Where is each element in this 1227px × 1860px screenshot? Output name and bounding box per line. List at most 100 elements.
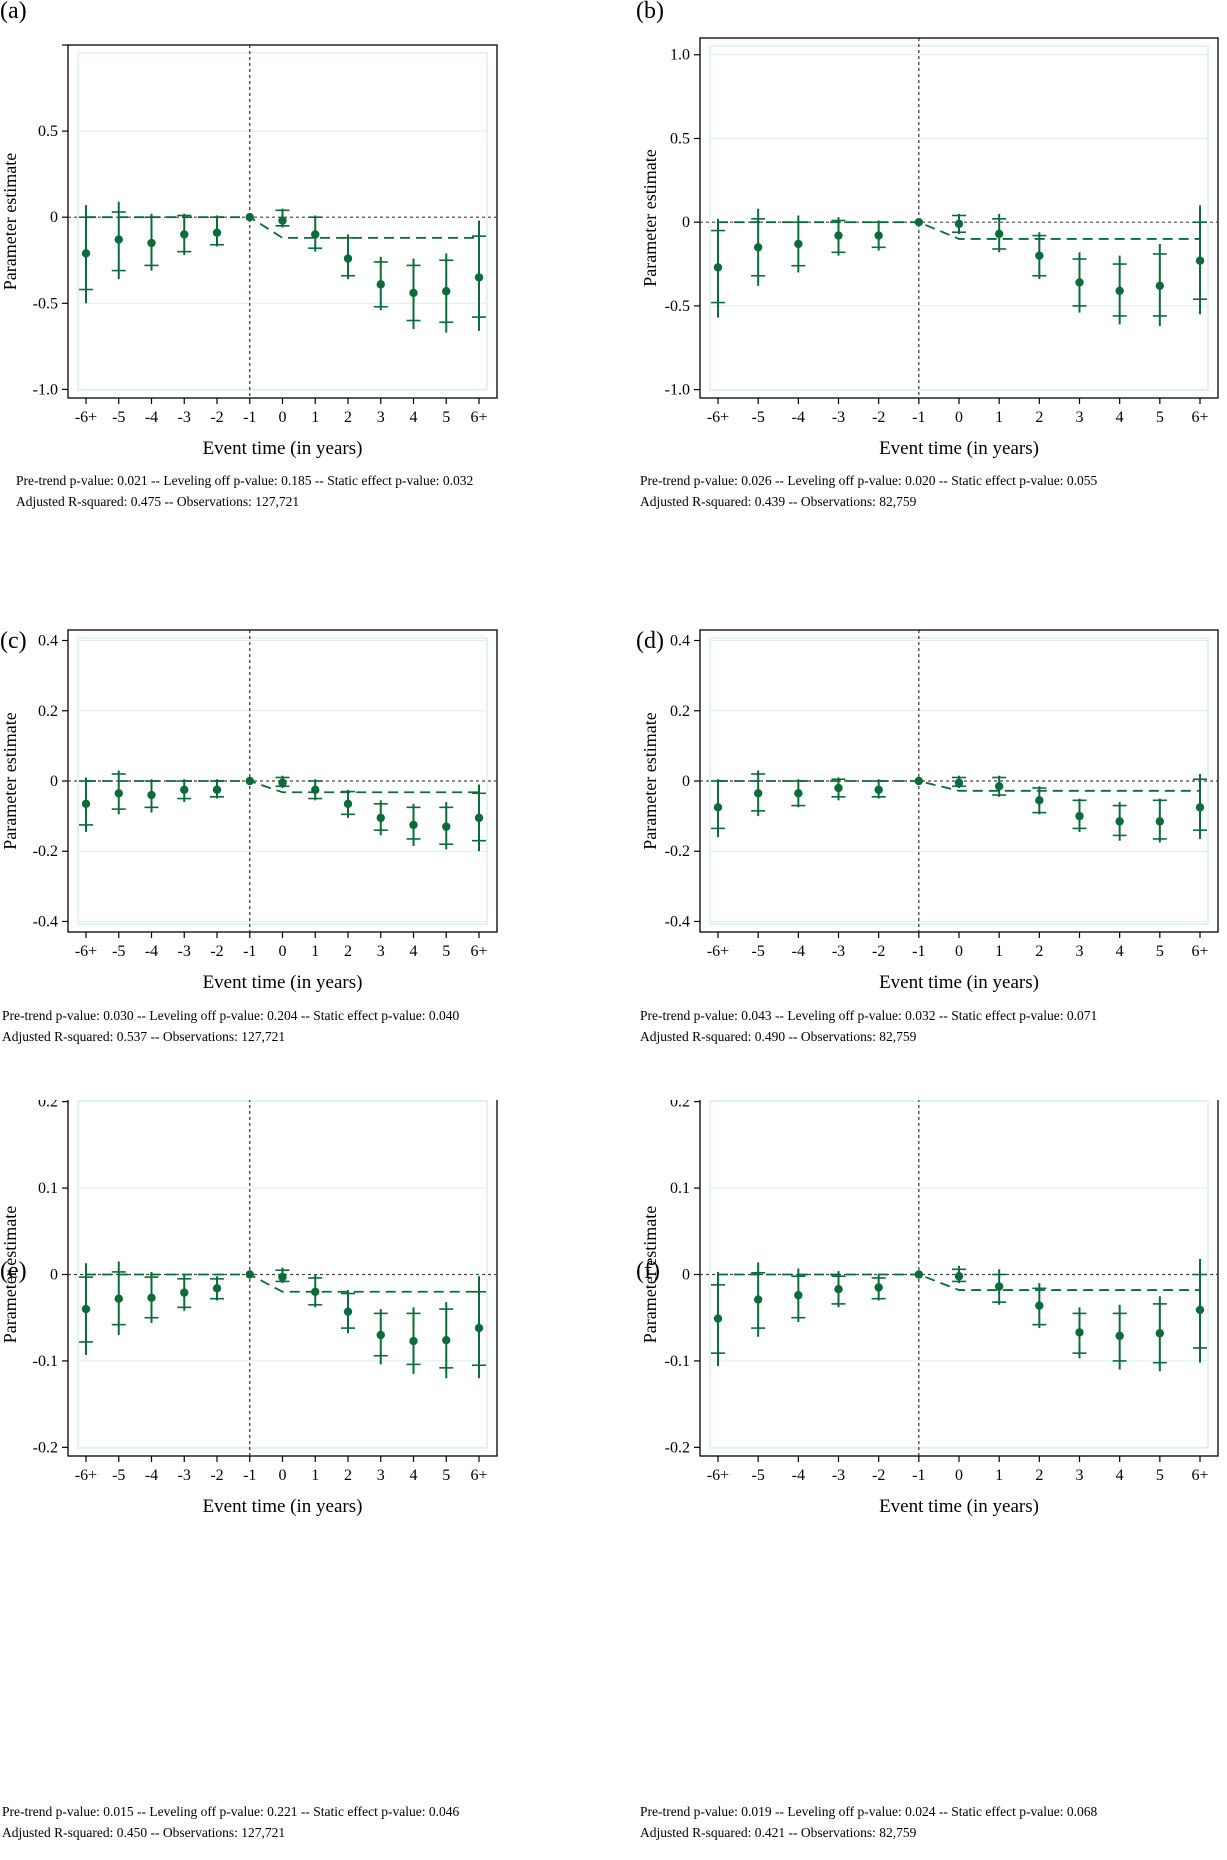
estimate-point bbox=[1115, 817, 1124, 826]
x-tick-label: 6+ bbox=[470, 409, 487, 426]
estimate-point bbox=[954, 1272, 964, 1281]
estimate-point bbox=[245, 212, 254, 222]
y-tick-label: 0.2 bbox=[670, 1100, 690, 1111]
estimate-point bbox=[343, 254, 353, 263]
estimate-point bbox=[311, 785, 320, 794]
x-tick-label: -3 bbox=[178, 943, 191, 960]
x-tick-label: -1 bbox=[243, 1467, 256, 1484]
x-tick-label: 1 bbox=[995, 409, 1003, 426]
x-tick-label: 0 bbox=[279, 943, 287, 960]
inner-plot-frame bbox=[709, 1100, 1209, 1449]
stats-note-line-1: Pre-trend p-value: 0.019 -- Leveling off… bbox=[640, 1804, 1098, 1819]
x-tick-label: 5 bbox=[442, 409, 450, 426]
x-tick-label: 2 bbox=[1035, 409, 1043, 426]
estimate-point bbox=[1035, 1301, 1044, 1310]
estimate-point bbox=[81, 1304, 91, 1314]
x-tick-label: -6+ bbox=[75, 943, 97, 960]
x-tick-label: -1 bbox=[243, 409, 256, 426]
x-tick-label: -5 bbox=[112, 943, 125, 960]
estimate-point bbox=[753, 1295, 763, 1304]
x-tick-label: 0 bbox=[955, 1467, 963, 1484]
estimate-point bbox=[914, 1270, 924, 1279]
x-axis-label: Event time (in years) bbox=[879, 438, 1039, 459]
estimate-point bbox=[409, 288, 418, 298]
x-tick-label: 4 bbox=[410, 409, 418, 426]
estimate-point bbox=[1155, 281, 1165, 291]
x-tick-label: -6+ bbox=[75, 409, 97, 426]
estimate-point bbox=[245, 1270, 254, 1279]
x-tick-label: 4 bbox=[1116, 1467, 1124, 1484]
estimate-point bbox=[147, 790, 156, 800]
x-tick-label: 3 bbox=[1076, 409, 1084, 426]
x-tick-label: -4 bbox=[145, 1467, 158, 1484]
estimate-point bbox=[311, 230, 320, 239]
x-tick-label: -3 bbox=[832, 409, 845, 426]
estimate-point bbox=[1115, 1331, 1124, 1341]
x-tick-label: -1 bbox=[912, 409, 925, 426]
x-tick-label: 0 bbox=[955, 409, 963, 426]
estimate-point bbox=[474, 273, 484, 282]
x-tick-label: 2 bbox=[1035, 943, 1043, 960]
estimate-point bbox=[376, 813, 385, 823]
x-tick-label: 3 bbox=[377, 943, 385, 960]
y-tick-label: 0.4 bbox=[670, 633, 690, 650]
x-tick-label: 1 bbox=[311, 1467, 319, 1484]
stats-note-line-1: Pre-trend p-value: 0.021 -- Leveling off… bbox=[16, 473, 474, 488]
chart-panel-c: (c) -0.4 -0.2 0 0.2 0.4 Parameter estimate -6+… bbox=[0, 628, 600, 1230]
inner-plot-frame bbox=[77, 637, 488, 925]
y-axis-label: Parameter estimate bbox=[640, 149, 660, 286]
x-tick-label: 0 bbox=[955, 943, 963, 960]
estimate-point bbox=[1155, 817, 1165, 826]
estimate-point bbox=[147, 1293, 156, 1303]
x-tick-label: 4 bbox=[410, 943, 418, 960]
estimate-point bbox=[994, 229, 1004, 239]
chart-panel-e: (e) -0.2 -0.1 0 0.1 0.2 Parameter estimate -6+… bbox=[0, 1100, 600, 1860]
x-axis-label: Event time (in years) bbox=[203, 1496, 363, 1517]
chart-panel-d: (d) -0.4 -0.2 0 0.2 0.4 Parameter estimate -6+… bbox=[636, 628, 1227, 1230]
y-tick-label: -0.4 bbox=[33, 913, 58, 930]
y-tick-label: -0.5 bbox=[665, 298, 690, 315]
stats-note-line-1: Pre-trend p-value: 0.015 -- Leveling off… bbox=[2, 1804, 460, 1819]
estimate-point bbox=[442, 1335, 451, 1345]
chart-panel-f: (f) -0.2 -0.1 0 0.1 0.2 Parameter estimate -6+… bbox=[636, 1100, 1227, 1860]
estimate-point bbox=[874, 231, 883, 240]
x-tick-label: 5 bbox=[1156, 409, 1164, 426]
x-tick-label: 3 bbox=[377, 1467, 385, 1484]
y-axis-label: Parameter estimate bbox=[640, 712, 660, 849]
stats-note-line-1: Pre-trend p-value: 0.026 -- Leveling off… bbox=[640, 473, 1098, 488]
x-tick-label: -6+ bbox=[707, 409, 729, 426]
estimate-point bbox=[278, 778, 287, 787]
stats-note-line-2: Adjusted R-squared: 0.490 -- Observation… bbox=[640, 1029, 917, 1044]
y-tick-label: 0.5 bbox=[670, 130, 690, 147]
x-tick-label: 3 bbox=[1076, 1467, 1084, 1484]
y-tick-label: -0.2 bbox=[665, 1439, 690, 1456]
y-tick-label: 0 bbox=[50, 1267, 58, 1284]
inner-plot-frame bbox=[709, 637, 1209, 925]
stats-note-line-2: Adjusted R-squared: 0.450 -- Observation… bbox=[2, 1825, 286, 1840]
x-tick-label: -1 bbox=[912, 943, 925, 960]
chart-panel-b: (b) -1.0 -0.5 0 0.5 1.0 Parameter estimate -6+… bbox=[636, 0, 1227, 600]
estimate-point bbox=[834, 231, 843, 240]
x-tick-label: 4 bbox=[1116, 409, 1124, 426]
panel-label: (d) bbox=[636, 628, 664, 654]
panel-label: (a) bbox=[0, 0, 27, 24]
chart-plot-d: -0.4 -0.2 0 0.2 0.4 Parameter estimate -6+ -5 -4… bbox=[640, 629, 1219, 993]
stats-note-line-1: Pre-trend p-value: 0.043 -- Leveling off… bbox=[640, 1008, 1098, 1023]
x-tick-label: 1 bbox=[311, 409, 319, 426]
y-tick-label: 0.2 bbox=[38, 1100, 58, 1111]
estimate-point bbox=[81, 249, 91, 258]
x-tick-label: -5 bbox=[112, 409, 125, 426]
estimate-point bbox=[1195, 1305, 1205, 1315]
estimate-point bbox=[1155, 1329, 1165, 1338]
estimate-point bbox=[147, 238, 156, 248]
estimate-point bbox=[212, 228, 222, 237]
x-tick-label: 1 bbox=[995, 943, 1003, 960]
chart-plot-f: -0.2 -0.1 0 0.1 0.2 Parameter estimate -6+ -5 -4… bbox=[640, 1100, 1219, 1517]
x-tick-label: 5 bbox=[1156, 1467, 1164, 1484]
estimate-point bbox=[311, 1287, 320, 1296]
stats-note-line-2: Adjusted R-squared: 0.475 -- Observation… bbox=[16, 494, 300, 509]
estimate-point bbox=[409, 820, 418, 830]
x-tick-label: -6+ bbox=[75, 1467, 97, 1484]
y-tick-label: -0.5 bbox=[33, 295, 58, 312]
estimate-point bbox=[713, 263, 723, 272]
